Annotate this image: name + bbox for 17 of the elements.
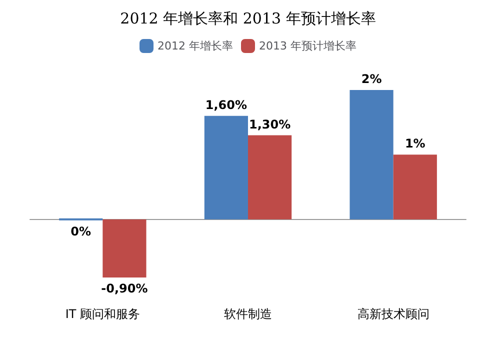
x-tick-label: 软件制造 [224,307,272,321]
legend-label: 2012 年增长率 [158,40,234,52]
bar [248,135,292,220]
bar [102,219,146,278]
data-label: -0,90% [101,282,148,296]
chart-title: 2012 年增长率和 2013 年预计增长率 [120,10,376,28]
data-label: 1,60% [205,98,248,112]
bar [204,116,248,220]
bar [393,154,437,220]
legend-label: 2013 年预计增长率 [259,40,356,52]
x-tick-label: 高新技术顾问 [357,307,430,321]
data-label: 0% [70,224,92,238]
data-label: 2% [361,72,382,86]
data-label: 1% [404,136,426,151]
data-label: 1,30% [248,117,291,132]
bar [350,90,394,220]
x-tick-label: IT 顾问和服务 [65,307,140,321]
